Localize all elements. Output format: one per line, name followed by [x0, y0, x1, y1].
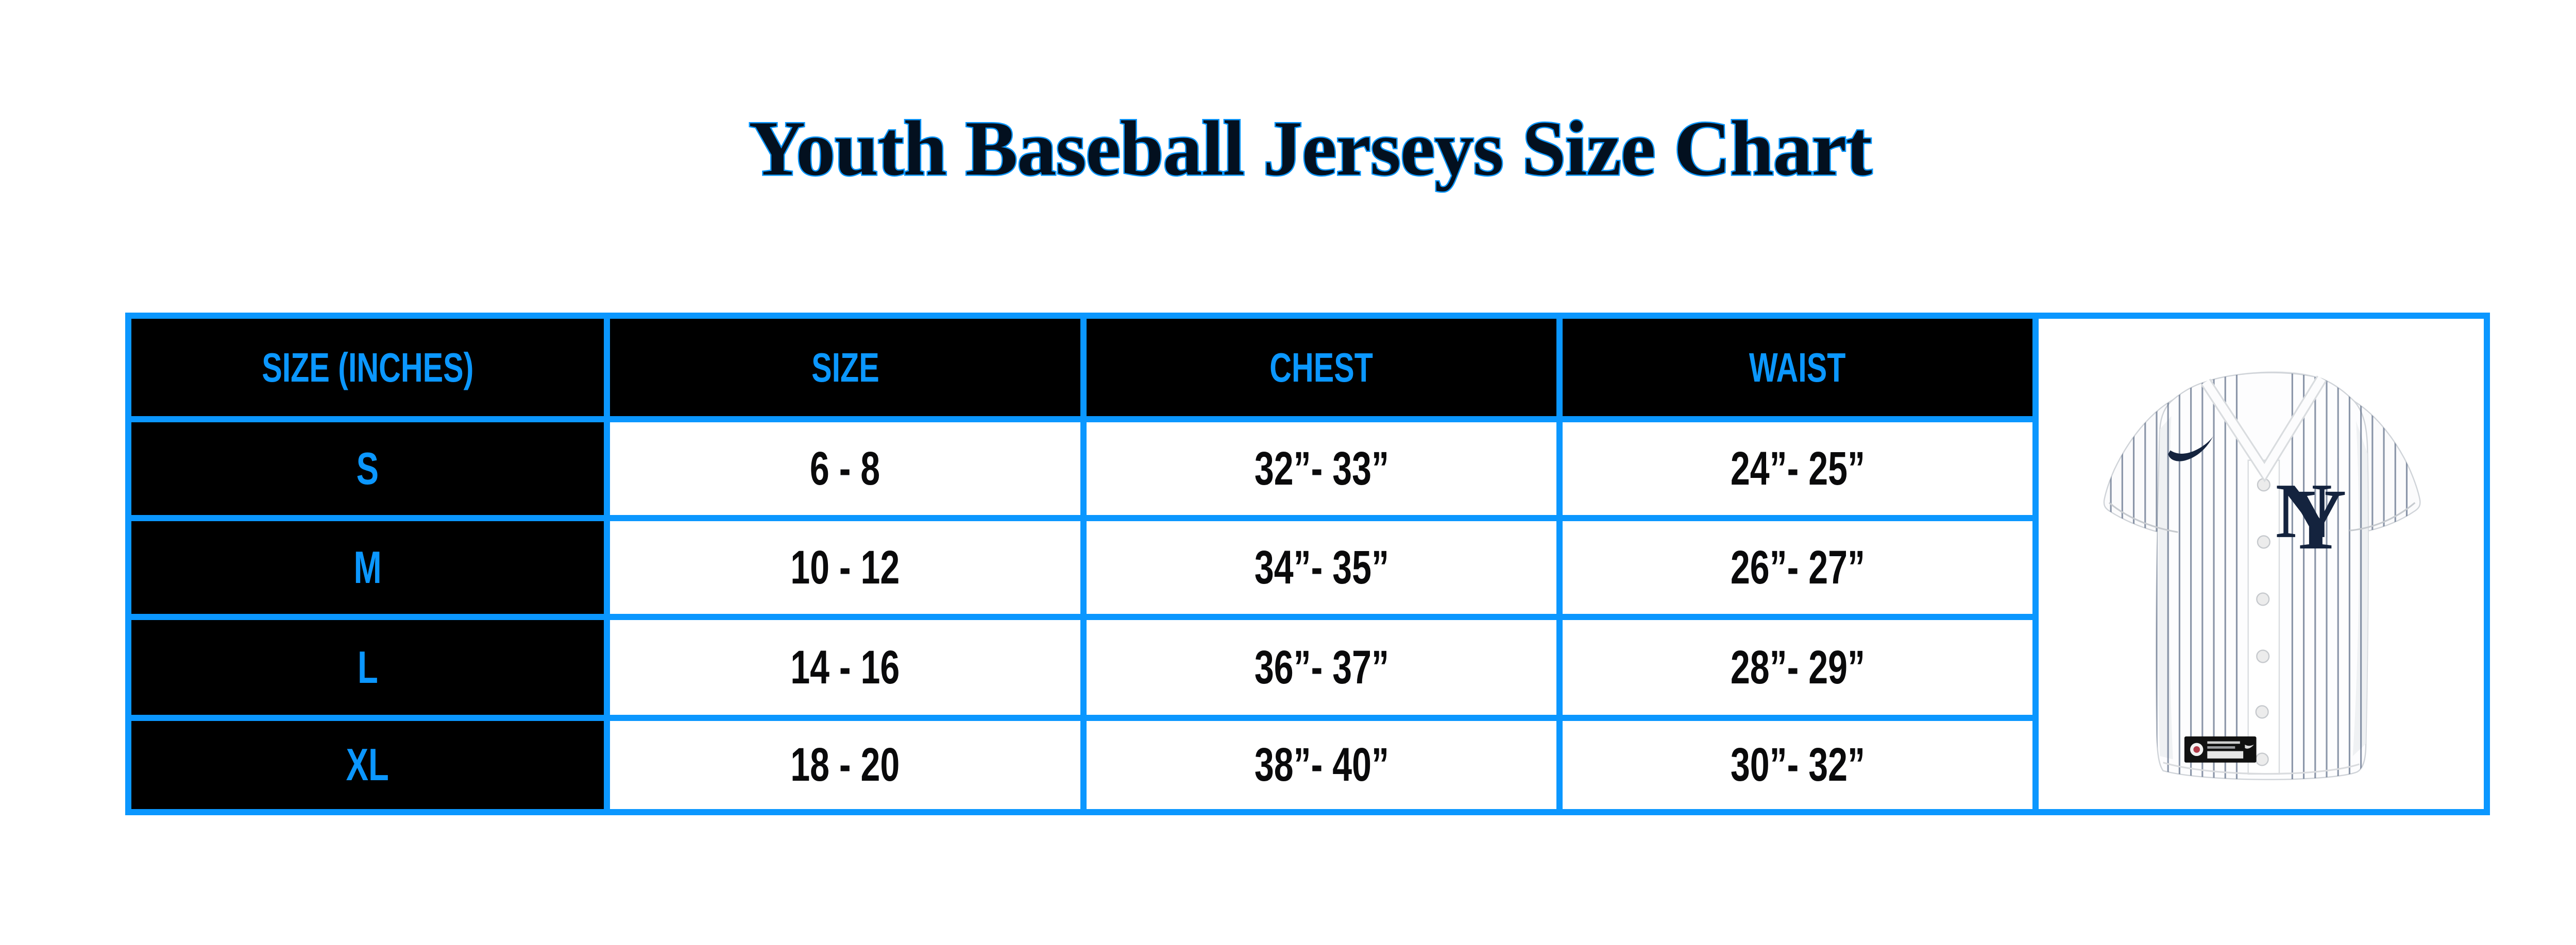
size-range-cell: 14 - 16	[610, 620, 1080, 715]
row-label-xl: XL	[131, 720, 604, 809]
chest-cell: 36”- 37”	[1087, 620, 1556, 715]
row-label-m: M	[131, 521, 604, 614]
waist-value: 24”- 25”	[1730, 442, 1865, 495]
size-range-value: 10 - 12	[790, 541, 900, 594]
waist-cell: 30”- 32”	[1563, 720, 2032, 809]
ny-logo-monogram: N Y	[2276, 467, 2347, 568]
chest-cell: 32”- 33”	[1087, 422, 1556, 516]
ny-logo-y: Y	[2284, 472, 2346, 568]
jersey-placket	[2247, 459, 2280, 775]
chest-cell: 34”- 35”	[1087, 521, 1556, 614]
size-range-value: 6 - 8	[810, 442, 880, 495]
waist-value: 26”- 27”	[1730, 541, 1865, 594]
jersey-collar-edge	[2200, 375, 2327, 483]
row-label-text: XL	[346, 739, 389, 791]
size-range-cell: 10 - 12	[610, 521, 1080, 614]
jersey-hem-line	[2163, 762, 2360, 775]
size-range-cell: 6 - 8	[610, 422, 1080, 516]
waist-cell: 26”- 27”	[1563, 521, 2032, 614]
size-range-value: 14 - 16	[790, 641, 900, 694]
chest-value: 36”- 37”	[1254, 641, 1389, 694]
row-label-text: L	[357, 642, 378, 693]
yankees-jersey-image: N Y	[2103, 371, 2421, 780]
size-range-value: 18 - 20	[790, 738, 900, 791]
waist-value: 28”- 29”	[1730, 641, 1865, 694]
column-header-chest: CHEST	[1087, 319, 1556, 417]
chest-cell: 38”- 40”	[1087, 720, 1556, 809]
waist-value: 30”- 32”	[1730, 738, 1865, 791]
column-header-size-inches: SIZE (INCHES)	[131, 319, 604, 417]
size-range-cell: 18 - 20	[610, 720, 1080, 809]
row-label-s: S	[131, 422, 604, 516]
jersey-jock-tag	[2184, 736, 2257, 763]
column-header-waist: WAIST	[1563, 319, 2032, 417]
size-chart-table: SIZE (INCHES) SIZE CHEST WAIST	[125, 313, 2490, 815]
jersey-sleeve-hems	[2108, 502, 2416, 533]
column-header-label: SIZE (INCHES)	[261, 344, 474, 390]
chest-value: 32”- 33”	[1254, 442, 1389, 495]
row-label-l: L	[131, 620, 604, 715]
ny-logo-n: N	[2276, 467, 2332, 554]
jersey-image-cell: N Y	[2039, 319, 2484, 809]
column-header-size: SIZE	[610, 319, 1080, 417]
jersey-buttons	[2255, 477, 2270, 766]
nike-swoosh-icon	[2168, 436, 2213, 461]
row-label-text: M	[353, 542, 382, 593]
column-header-label: SIZE	[811, 344, 879, 390]
waist-cell: 28”- 29”	[1563, 620, 2032, 715]
page-title: Youth Baseball Jerseys Size Chart	[748, 104, 1873, 193]
column-header-label: WAIST	[1749, 344, 1846, 390]
chest-value: 34”- 35”	[1254, 541, 1389, 594]
waist-cell: 24”- 25”	[1563, 422, 2032, 516]
chest-value: 38”- 40”	[1254, 738, 1389, 791]
row-label-text: S	[356, 443, 379, 494]
column-header-label: CHEST	[1269, 344, 1374, 390]
